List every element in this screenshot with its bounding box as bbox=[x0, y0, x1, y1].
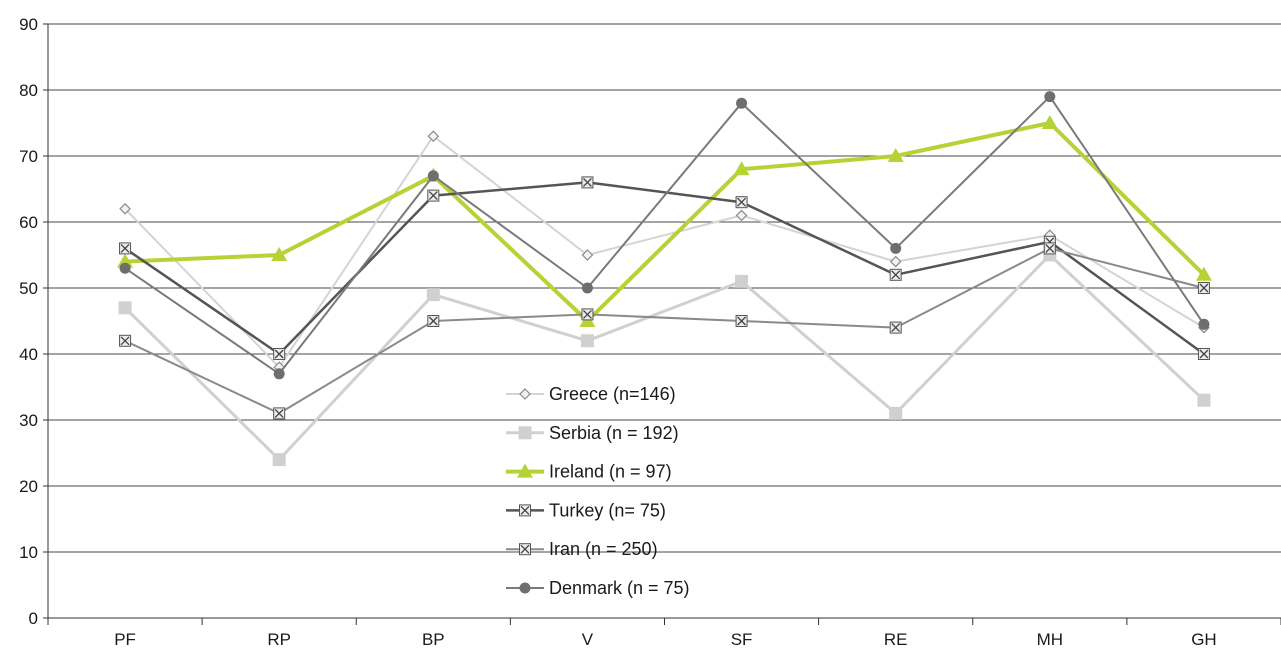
legend-label: Denmark (n = 75) bbox=[549, 578, 690, 598]
data-point bbox=[272, 453, 286, 467]
series bbox=[117, 91, 1212, 467]
data-point bbox=[119, 202, 131, 215]
legend-item: Iran (n = 250) bbox=[506, 539, 658, 559]
data-point bbox=[1197, 282, 1210, 294]
x-tick-label: MH bbox=[1037, 630, 1063, 649]
data-point bbox=[735, 315, 748, 327]
y-tick-label: 60 bbox=[19, 213, 38, 232]
legend-item: Turkey (n= 75) bbox=[506, 500, 666, 520]
series bbox=[119, 176, 1210, 360]
data-point bbox=[271, 247, 288, 261]
data-point bbox=[273, 368, 285, 380]
legend-label: Iran (n = 250) bbox=[549, 539, 658, 559]
data-point bbox=[733, 161, 750, 176]
y-tick-label: 0 bbox=[29, 609, 38, 628]
data-point bbox=[518, 426, 532, 440]
legend-item: Ireland (n = 97) bbox=[506, 462, 672, 482]
data-point bbox=[118, 301, 132, 315]
series bbox=[119, 242, 1210, 420]
data-point bbox=[735, 196, 748, 209]
data-point bbox=[273, 407, 286, 420]
axes: 0 10 20 30 40 50 60 70 80 90 PF RP BP V SF RE MH GH bbox=[19, 15, 1281, 649]
legend-label: Turkey (n= 75) bbox=[549, 500, 666, 520]
x-tick-label: RE bbox=[884, 630, 908, 649]
y-tick-label: 20 bbox=[19, 477, 38, 496]
data-point bbox=[519, 504, 531, 517]
data-point bbox=[519, 543, 531, 556]
data-point bbox=[517, 463, 533, 478]
data-point bbox=[119, 334, 132, 347]
data-point bbox=[1043, 242, 1056, 255]
data-point bbox=[519, 582, 531, 594]
data-point bbox=[1198, 318, 1210, 330]
data-point bbox=[117, 253, 134, 268]
data-point bbox=[581, 249, 594, 261]
data-point bbox=[1041, 115, 1058, 129]
data-point bbox=[736, 97, 748, 109]
data-point bbox=[735, 209, 748, 222]
data-point bbox=[889, 268, 902, 281]
x-tick-label: SF bbox=[731, 630, 753, 649]
series bbox=[119, 91, 1210, 380]
data-point bbox=[119, 262, 131, 274]
y-tick-label: 80 bbox=[19, 81, 38, 100]
data-point bbox=[1197, 393, 1211, 407]
y-tick-label: 40 bbox=[19, 345, 38, 364]
data-point bbox=[427, 189, 440, 202]
data-point bbox=[427, 130, 440, 143]
series-line bbox=[124, 121, 1206, 323]
series-line bbox=[124, 247, 1205, 415]
data-point bbox=[1044, 91, 1056, 103]
data-point bbox=[426, 288, 440, 302]
data-point bbox=[735, 274, 749, 288]
series-line bbox=[124, 95, 1205, 375]
legend-item: Serbia (n = 192) bbox=[506, 423, 679, 443]
y-tick-label: 10 bbox=[19, 543, 38, 562]
data-point bbox=[427, 315, 440, 327]
data-point bbox=[581, 308, 594, 321]
legend: Greece (n=146) Serbia (n = 192) Ireland (n… bbox=[506, 384, 690, 598]
series-line bbox=[124, 181, 1205, 356]
series bbox=[118, 248, 1211, 467]
x-tick-label: GH bbox=[1191, 630, 1217, 649]
y-tick-label: 50 bbox=[19, 279, 38, 298]
data-point bbox=[1197, 348, 1210, 360]
data-point bbox=[119, 242, 132, 255]
legend-item: Greece (n=146) bbox=[506, 384, 676, 404]
data-point bbox=[889, 255, 902, 268]
data-point bbox=[273, 348, 286, 360]
data-point bbox=[1195, 266, 1212, 281]
y-tick-label: 70 bbox=[19, 147, 38, 166]
x-tick-label: RP bbox=[267, 630, 291, 649]
legend-label: Serbia (n = 192) bbox=[549, 423, 679, 443]
y-tick-label: 30 bbox=[19, 411, 38, 430]
x-tick-label: BP bbox=[422, 630, 445, 649]
data-point bbox=[889, 406, 903, 420]
legend-label: Ireland (n = 97) bbox=[549, 462, 672, 482]
x-tick-label: V bbox=[582, 630, 594, 649]
legend-item: Denmark (n = 75) bbox=[506, 578, 690, 598]
series-line bbox=[124, 253, 1205, 462]
data-point bbox=[581, 282, 593, 294]
data-point bbox=[890, 242, 902, 254]
data-point bbox=[580, 334, 594, 348]
series bbox=[117, 115, 1212, 327]
data-point bbox=[889, 321, 902, 334]
y-tick-label: 90 bbox=[19, 15, 38, 34]
data-point bbox=[581, 176, 594, 189]
legend-label: Greece (n=146) bbox=[549, 384, 676, 404]
data-point bbox=[887, 148, 904, 162]
data-point bbox=[427, 170, 439, 182]
data-point bbox=[519, 388, 531, 400]
grid bbox=[48, 23, 1281, 553]
x-tick-label: PF bbox=[114, 630, 136, 649]
